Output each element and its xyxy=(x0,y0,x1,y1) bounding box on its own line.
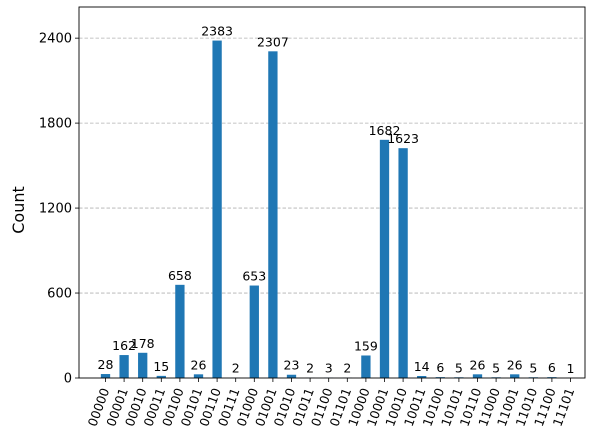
bar xyxy=(510,374,520,378)
data-label: 26 xyxy=(470,357,486,372)
data-label: 2 xyxy=(306,361,314,376)
bar xyxy=(100,374,111,378)
plot-frame xyxy=(78,6,586,379)
y-tick-label: 1800 xyxy=(39,117,72,132)
data-label: 15 xyxy=(153,359,169,374)
bar xyxy=(212,40,222,378)
y-axis-label: Count xyxy=(9,186,28,234)
data-label: 2 xyxy=(232,361,240,376)
bar xyxy=(417,376,427,378)
bar xyxy=(138,352,148,378)
data-label: 653 xyxy=(242,269,266,284)
bar xyxy=(379,139,390,378)
data-label: 3 xyxy=(325,361,333,376)
y-tick-label: 2400 xyxy=(39,32,72,47)
data-label: 5 xyxy=(455,360,463,375)
data-label: 1682 xyxy=(369,123,401,138)
data-label: 658 xyxy=(168,268,192,283)
data-label: 178 xyxy=(131,336,155,351)
grid-layer xyxy=(79,37,585,294)
bar xyxy=(156,375,166,378)
bar xyxy=(193,374,204,378)
data-label: 2307 xyxy=(257,34,289,49)
bar xyxy=(472,374,483,378)
data-label: 2383 xyxy=(201,24,233,39)
bar xyxy=(361,355,371,378)
bar xyxy=(286,374,297,378)
data-label: 159 xyxy=(354,338,378,353)
bar xyxy=(249,285,259,378)
data-label: 14 xyxy=(414,359,430,374)
data-label: 1 xyxy=(567,361,575,376)
data-label: 1623 xyxy=(387,131,419,146)
bar xyxy=(119,355,129,378)
bar xyxy=(175,284,185,378)
data-label: 2 xyxy=(343,361,351,376)
data-label: 28 xyxy=(98,357,114,372)
data-label: 5 xyxy=(492,360,500,375)
data-label: 23 xyxy=(284,358,300,373)
bar xyxy=(398,148,408,378)
bar xyxy=(268,51,278,379)
data-label: 26 xyxy=(507,357,523,372)
y-tick-label: 1200 xyxy=(39,202,72,217)
data-label: 5 xyxy=(529,360,537,375)
data-label: 6 xyxy=(436,360,444,375)
bars-layer xyxy=(100,40,576,379)
data-label: 162 xyxy=(112,338,136,353)
data-label: 6 xyxy=(548,360,556,375)
data-label: 26 xyxy=(191,357,207,372)
y-tick-label: 0 xyxy=(64,372,72,387)
y-tick-label: 600 xyxy=(47,287,72,302)
